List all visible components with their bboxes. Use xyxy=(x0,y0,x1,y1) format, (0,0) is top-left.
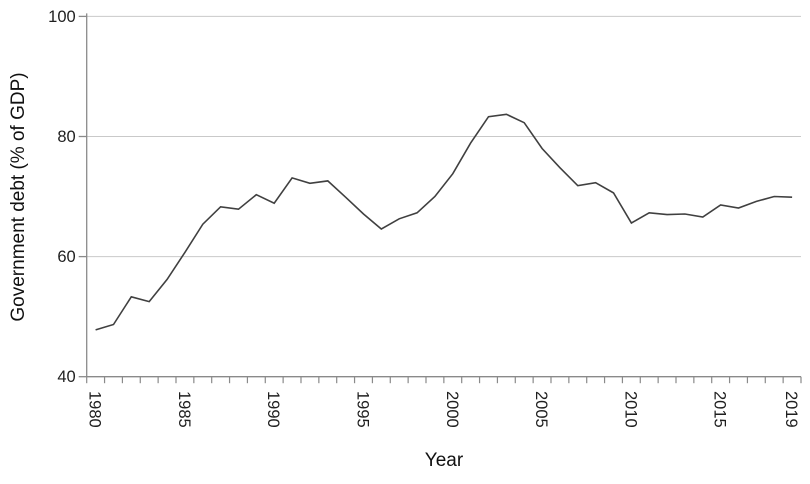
x-tick-label: 1990 xyxy=(264,391,282,428)
y-tick-label: 60 xyxy=(57,248,75,266)
y-tick-label: 100 xyxy=(48,8,76,26)
x-tick-label: 1980 xyxy=(86,391,104,428)
x-axis-title: Year xyxy=(425,450,464,471)
x-tick-label: 2010 xyxy=(621,391,639,428)
chart-plot-area: 40 60 80 100 1980 1985 1990 1995 2000 2005 2010 201… xyxy=(48,8,802,428)
y-tick-label: 40 xyxy=(57,368,75,386)
x-tick-label: 2015 xyxy=(711,391,729,428)
y-axis-title: Government debt (% of GDP) xyxy=(8,72,29,321)
x-tick-label: 1985 xyxy=(175,391,193,428)
x-tick-label: 2019 xyxy=(782,391,800,428)
x-tick-label: 1995 xyxy=(353,391,371,428)
x-tick-label: 2000 xyxy=(443,391,461,428)
y-tick-label: 80 xyxy=(57,128,75,146)
x-tick-label: 2005 xyxy=(532,391,550,428)
data-line xyxy=(95,113,793,331)
